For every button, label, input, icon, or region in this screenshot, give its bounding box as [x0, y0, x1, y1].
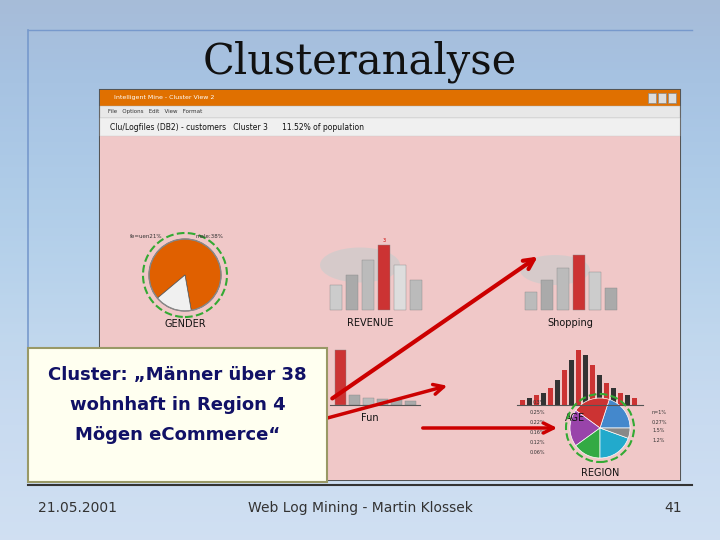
Text: 0.06%: 0.06%	[529, 450, 545, 456]
FancyBboxPatch shape	[405, 401, 416, 405]
Ellipse shape	[320, 247, 400, 282]
FancyBboxPatch shape	[100, 90, 680, 106]
FancyBboxPatch shape	[349, 395, 360, 405]
Text: 1.5%: 1.5%	[652, 429, 665, 434]
Wedge shape	[600, 428, 630, 438]
FancyBboxPatch shape	[100, 106, 680, 118]
Text: Shopping: Shopping	[547, 318, 593, 328]
Wedge shape	[600, 400, 630, 428]
FancyBboxPatch shape	[184, 399, 194, 405]
FancyBboxPatch shape	[100, 118, 680, 136]
FancyBboxPatch shape	[625, 395, 630, 405]
FancyBboxPatch shape	[541, 393, 546, 405]
Text: Cluster: „Männer über 38: Cluster: „Männer über 38	[48, 366, 307, 384]
FancyBboxPatch shape	[589, 272, 601, 310]
FancyBboxPatch shape	[534, 395, 539, 405]
FancyBboxPatch shape	[576, 350, 581, 405]
FancyBboxPatch shape	[648, 93, 656, 103]
Text: 0.27%: 0.27%	[652, 420, 667, 424]
FancyBboxPatch shape	[618, 393, 623, 405]
Text: 0.25%: 0.25%	[529, 410, 545, 415]
FancyBboxPatch shape	[632, 397, 637, 405]
FancyBboxPatch shape	[391, 400, 402, 405]
Text: 1.2%: 1.2%	[652, 437, 665, 442]
FancyBboxPatch shape	[100, 136, 680, 480]
Text: 0.12%: 0.12%	[529, 441, 545, 446]
FancyBboxPatch shape	[557, 268, 569, 310]
FancyBboxPatch shape	[236, 402, 246, 405]
Text: 0.22%: 0.22%	[529, 421, 545, 426]
FancyBboxPatch shape	[525, 292, 537, 310]
FancyBboxPatch shape	[562, 370, 567, 405]
Text: 0.3%: 0.3%	[533, 401, 545, 406]
FancyBboxPatch shape	[583, 355, 588, 405]
FancyBboxPatch shape	[410, 280, 422, 310]
FancyBboxPatch shape	[604, 382, 609, 405]
FancyBboxPatch shape	[145, 350, 155, 405]
Text: REVENUE: REVENUE	[347, 318, 393, 328]
Text: Clusteranalyse: Clusteranalyse	[203, 40, 517, 83]
Wedge shape	[600, 428, 628, 458]
Text: GENDER: GENDER	[164, 319, 206, 329]
FancyBboxPatch shape	[346, 275, 358, 310]
Text: AGE: AGE	[565, 413, 585, 423]
Text: Web Log Mining - Martin Klossek: Web Log Mining - Martin Klossek	[248, 501, 472, 515]
FancyBboxPatch shape	[377, 399, 388, 405]
FancyBboxPatch shape	[100, 90, 680, 480]
Wedge shape	[576, 428, 600, 458]
Text: Fun: Fun	[361, 413, 379, 423]
FancyBboxPatch shape	[362, 260, 374, 310]
Text: 0.16%: 0.16%	[529, 430, 545, 435]
FancyBboxPatch shape	[605, 288, 617, 310]
FancyBboxPatch shape	[171, 397, 181, 405]
FancyBboxPatch shape	[520, 400, 525, 405]
FancyBboxPatch shape	[548, 388, 553, 405]
FancyBboxPatch shape	[197, 400, 207, 405]
Text: Intelligent Mine - Cluster View 2: Intelligent Mine - Cluster View 2	[114, 96, 215, 100]
FancyBboxPatch shape	[541, 280, 553, 310]
FancyBboxPatch shape	[378, 245, 390, 310]
Wedge shape	[570, 410, 600, 445]
Text: fe=uen21%: fe=uen21%	[130, 234, 163, 240]
Text: 21.05.2001: 21.05.2001	[38, 501, 117, 515]
FancyBboxPatch shape	[590, 365, 595, 405]
FancyBboxPatch shape	[573, 255, 585, 310]
Text: Mögen eCommerce“: Mögen eCommerce“	[75, 426, 280, 444]
Text: wohnhaft in Region 4: wohnhaft in Region 4	[70, 396, 285, 414]
FancyBboxPatch shape	[223, 402, 233, 405]
FancyBboxPatch shape	[658, 93, 666, 103]
Text: 41: 41	[665, 501, 682, 515]
FancyBboxPatch shape	[597, 375, 602, 405]
Text: Communication: Communication	[156, 413, 233, 423]
Text: 3: 3	[382, 238, 386, 243]
FancyBboxPatch shape	[28, 348, 327, 482]
FancyBboxPatch shape	[555, 380, 560, 405]
FancyBboxPatch shape	[363, 398, 374, 405]
Text: Clu/Logfiles (DB2) - customers   Cluster 3      11.52% of population: Clu/Logfiles (DB2) - customers Cluster 3…	[110, 123, 364, 132]
Ellipse shape	[520, 255, 590, 285]
FancyBboxPatch shape	[569, 360, 574, 405]
Wedge shape	[149, 239, 221, 310]
Wedge shape	[576, 398, 609, 428]
FancyBboxPatch shape	[335, 350, 346, 405]
FancyBboxPatch shape	[330, 285, 342, 310]
FancyBboxPatch shape	[668, 93, 676, 103]
FancyBboxPatch shape	[210, 401, 220, 405]
FancyBboxPatch shape	[527, 397, 532, 405]
FancyBboxPatch shape	[611, 388, 616, 405]
Wedge shape	[158, 275, 192, 311]
FancyBboxPatch shape	[394, 265, 406, 310]
FancyBboxPatch shape	[158, 393, 168, 405]
Text: File   Options   Edit   View   Format: File Options Edit View Format	[108, 110, 202, 114]
Text: REGION: REGION	[581, 468, 619, 478]
Text: n=1%: n=1%	[652, 410, 667, 415]
Text: male:38%: male:38%	[195, 234, 223, 240]
